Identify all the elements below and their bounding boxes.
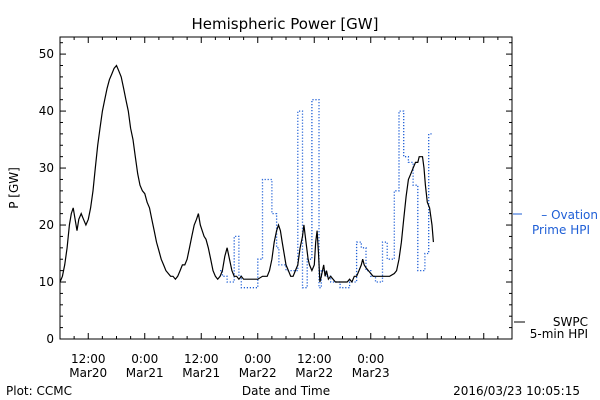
- x-tick-label-time: 0:00: [244, 352, 271, 366]
- plot-frame: [59, 36, 513, 340]
- x-tick-label-date: Mar21: [182, 366, 220, 380]
- y-tick-label: 20: [39, 218, 54, 232]
- y-axis-label: P [GW]: [7, 167, 21, 209]
- x-tick-label-time: 0:00: [357, 352, 384, 366]
- ovation-prime-hpi-line: [220, 99, 432, 289]
- y-tick-label: 50: [39, 47, 54, 61]
- x-tick-label-time: 0:00: [131, 352, 158, 366]
- y-tick-label: 0: [46, 332, 54, 346]
- swpc-5min-hpi-line: [59, 64, 434, 284]
- y-tick-label: 10: [39, 275, 54, 289]
- legend-ovation-label: – Ovation: [541, 208, 598, 222]
- y-axis: 0 10 20 30 40 50: [39, 42, 512, 346]
- x-tick-label-date: Mar21: [126, 366, 164, 380]
- legend-swpc-label-2: 5-min HPI: [530, 327, 588, 341]
- x-tick-label-date: Mar20: [69, 366, 107, 380]
- y-tick-label: 30: [39, 161, 54, 175]
- x-tick-label-date: Mar22: [295, 366, 333, 380]
- x-tick-label-time: 12:00: [71, 352, 106, 366]
- plot-credit: Plot: CCMC: [6, 384, 72, 398]
- x-tick-label-date: Mar22: [239, 366, 277, 380]
- plot-timestamp: 2016/03/23 10:05:15: [453, 384, 580, 398]
- x-tick-label-time: 12:00: [184, 352, 219, 366]
- x-tick-label-date: Mar23: [352, 366, 390, 380]
- x-axis-label: Date and Time: [242, 384, 330, 398]
- x-axis: 12:00Mar200:00Mar2112:00Mar210:00Mar2212…: [59, 37, 513, 380]
- legend-ovation-label-2: Prime HPI: [532, 223, 590, 237]
- legend-swpc-label: SWPC: [553, 315, 588, 329]
- series-layer: [59, 64, 434, 289]
- chart-title: Hemispheric Power [GW]: [192, 15, 379, 33]
- y-tick-label: 40: [39, 104, 54, 118]
- x-tick-label-time: 12:00: [297, 352, 332, 366]
